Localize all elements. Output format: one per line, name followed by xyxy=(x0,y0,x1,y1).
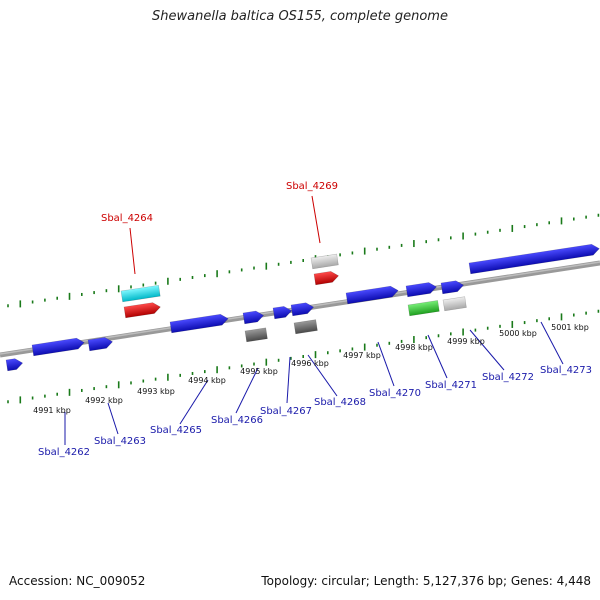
gene-label-sbal-4270[interactable]: Sbal_4270 xyxy=(369,388,421,399)
kbp-label: 4996 kbp xyxy=(291,359,329,368)
gene-label-sbal-4262[interactable]: Sbal_4262 xyxy=(38,447,90,458)
gene-box-light[interactable] xyxy=(442,296,467,312)
gene-label-sbal-4272[interactable]: Sbal_4272 xyxy=(482,372,534,383)
gene-arrow-red[interactable] xyxy=(313,270,339,286)
kbp-label: 4998 kbp xyxy=(395,343,433,352)
gene-label-sbal-4271[interactable]: Sbal_4271 xyxy=(425,380,477,391)
kbp-label: 4993 kbp xyxy=(137,387,175,396)
label-leaders xyxy=(64,195,564,445)
gene-arrow-blue[interactable] xyxy=(169,313,229,334)
kbp-label: 5001 kbp xyxy=(551,323,589,332)
gene-box-dark[interactable] xyxy=(293,319,318,335)
gene-arrow-blue[interactable] xyxy=(468,243,600,275)
gene-label-sbal-4265[interactable]: Sbal_4265 xyxy=(150,425,202,436)
label-leader-line xyxy=(311,195,321,244)
gene-label-sbal-4266[interactable]: Sbal_4266 xyxy=(211,415,263,426)
gene-box-dark[interactable] xyxy=(244,327,268,343)
accession-text: Accession: NC_009052 xyxy=(9,574,146,588)
gene-box-light[interactable] xyxy=(310,253,339,270)
gene-label-sbal-4273[interactable]: Sbal_4273 xyxy=(540,365,592,376)
kbp-label: 4995 kbp xyxy=(240,367,278,376)
label-leader-line xyxy=(469,329,505,371)
gene-arrow-blue[interactable] xyxy=(405,281,437,298)
gene-box-green[interactable] xyxy=(407,300,440,317)
tick-marks xyxy=(7,213,600,404)
kbp-label: 4997 kbp xyxy=(343,351,381,360)
label-leader-line xyxy=(129,227,136,275)
kbp-label: 4994 kbp xyxy=(188,376,226,385)
gene-arrow-blue[interactable] xyxy=(31,337,85,357)
label-leader-line xyxy=(179,379,209,425)
gene-label-sbal-4267[interactable]: Sbal_4267 xyxy=(260,406,312,417)
gene-label-sbal-4263[interactable]: Sbal_4263 xyxy=(94,436,146,447)
gene-arrow-blue[interactable] xyxy=(272,305,293,320)
gene-label-sbal-4269[interactable]: Sbal_4269 xyxy=(286,181,338,192)
gene-arrow-blue[interactable] xyxy=(87,336,113,352)
genome-title: Shewanella baltica OS155, complete genom… xyxy=(152,9,448,24)
gene-features xyxy=(5,243,600,372)
label-leader-line xyxy=(377,341,395,387)
label-leader-line xyxy=(107,402,119,435)
gene-label-sbal-4264[interactable]: Sbal_4264 xyxy=(101,213,153,224)
kbp-labels: 4991 kbp 4992 kbp 4993 kbp 4994 kbp 4995 kbp… xyxy=(33,323,589,415)
gene-arrow-blue[interactable] xyxy=(345,285,399,305)
kbp-label: 4991 kbp xyxy=(33,406,71,415)
gene-labels: Sbal_4262 Sbal_4263 Sbal_4264 Sbal_4265 Sbal… xyxy=(38,181,592,458)
kbp-label: 5000 kbp xyxy=(499,329,537,338)
topology-summary: Topology: circular; Length: 5,127,376 bp… xyxy=(261,574,591,588)
gene-arrow-blue[interactable] xyxy=(290,302,314,317)
label-leader-line xyxy=(286,356,291,404)
gene-arrow-blue[interactable] xyxy=(5,358,24,372)
gene-arrow-blue[interactable] xyxy=(242,310,265,325)
gene-label-sbal-4268[interactable]: Sbal_4268 xyxy=(314,397,366,408)
kbp-label: 4992 kbp xyxy=(85,396,123,405)
label-leader-line xyxy=(235,367,259,414)
label-leader-line xyxy=(540,321,564,365)
label-leader-line xyxy=(427,334,448,379)
kbp-label: 4999 kbp xyxy=(447,337,485,346)
gene-arrow-red[interactable] xyxy=(123,302,161,319)
label-leader-line xyxy=(307,354,338,397)
gene-arrow-blue[interactable] xyxy=(440,280,464,295)
gene-box-cyan[interactable] xyxy=(120,284,161,303)
